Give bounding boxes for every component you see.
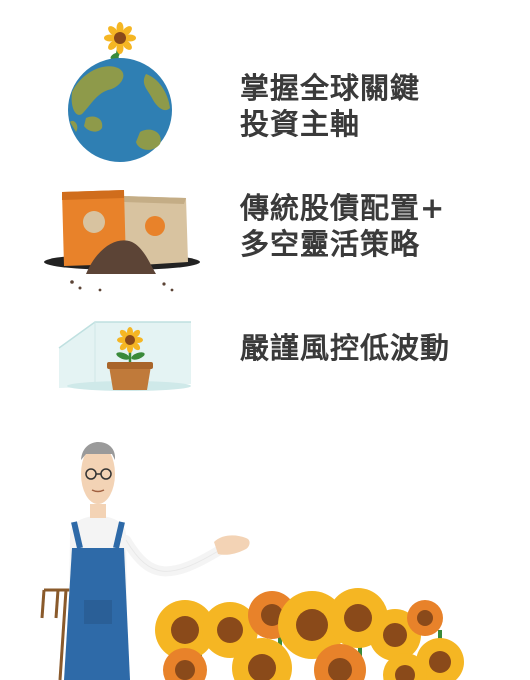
feature-line: 掌握全球關鍵 xyxy=(240,71,421,105)
feature-line: 投資主軸 xyxy=(240,107,361,141)
soil-bags-icon xyxy=(44,190,200,292)
farmer-icon xyxy=(64,442,250,680)
globe-with-sunflower-icon xyxy=(68,22,172,162)
sunflower-field xyxy=(155,588,464,680)
feature-text: 掌握全球關鍵 投資主軸 xyxy=(240,70,420,142)
feature-line: 傳統股債配置+ xyxy=(240,191,446,225)
feature-line: 嚴謹風控低波動 xyxy=(240,331,451,365)
feature-line: 多空靈活策略 xyxy=(240,227,421,261)
farmer-sunflower-illustration xyxy=(40,442,464,680)
feature-risk-control: 嚴謹風控低波動 xyxy=(0,300,530,410)
feature-allocation-strategy: 傳統股債配置+ 多空靈活策略 xyxy=(0,170,530,300)
feature-global-investment: 掌握全球關鍵 投資主軸 xyxy=(0,0,530,170)
greenhouse-flower-icon xyxy=(58,321,191,391)
feature-text: 傳統股債配置+ 多空靈活策略 xyxy=(240,190,445,262)
feature-text: 嚴謹風控低波動 xyxy=(240,330,450,366)
